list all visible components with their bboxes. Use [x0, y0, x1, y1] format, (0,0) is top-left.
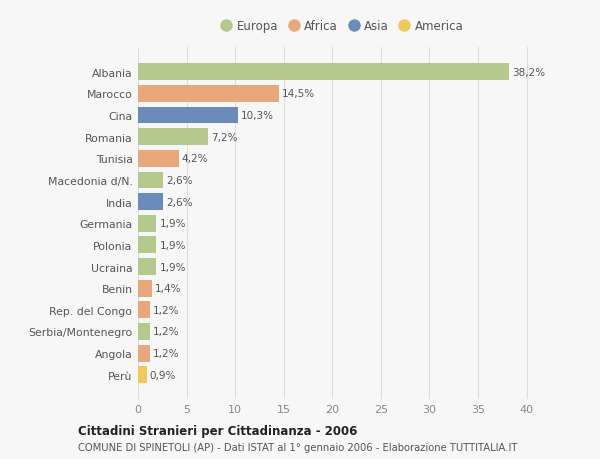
Bar [138, 237, 157, 254]
Bar [138, 280, 152, 297]
Text: 1,9%: 1,9% [160, 262, 186, 272]
Bar [138, 172, 163, 189]
Text: 1,2%: 1,2% [152, 348, 179, 358]
Text: 1,9%: 1,9% [160, 219, 186, 229]
Legend: Europa, Africa, Asia, America: Europa, Africa, Asia, America [215, 16, 469, 38]
Text: 14,5%: 14,5% [282, 89, 315, 99]
Bar [138, 302, 149, 319]
Text: 2,6%: 2,6% [166, 176, 193, 185]
Bar [138, 64, 509, 81]
Bar [138, 151, 179, 168]
Bar [138, 345, 149, 362]
Bar [138, 215, 157, 232]
Bar [138, 107, 238, 124]
Text: Cittadini Stranieri per Cittadinanza - 2006: Cittadini Stranieri per Cittadinanza - 2… [78, 425, 358, 437]
Bar [138, 86, 279, 103]
Text: 10,3%: 10,3% [241, 111, 274, 121]
Text: 2,6%: 2,6% [166, 197, 193, 207]
Bar [138, 258, 157, 275]
Bar [138, 367, 147, 383]
Text: 0,9%: 0,9% [149, 370, 176, 380]
Text: 1,4%: 1,4% [155, 284, 181, 294]
Text: 38,2%: 38,2% [512, 67, 545, 78]
Bar [138, 194, 163, 211]
Text: 1,2%: 1,2% [152, 305, 179, 315]
Bar [138, 323, 149, 340]
Text: 4,2%: 4,2% [182, 154, 208, 164]
Text: 1,2%: 1,2% [152, 327, 179, 337]
Text: COMUNE DI SPINETOLI (AP) - Dati ISTAT al 1° gennaio 2006 - Elaborazione TUTTITAL: COMUNE DI SPINETOLI (AP) - Dati ISTAT al… [78, 442, 517, 452]
Bar [138, 129, 208, 146]
Text: 7,2%: 7,2% [211, 132, 238, 142]
Text: 1,9%: 1,9% [160, 241, 186, 250]
